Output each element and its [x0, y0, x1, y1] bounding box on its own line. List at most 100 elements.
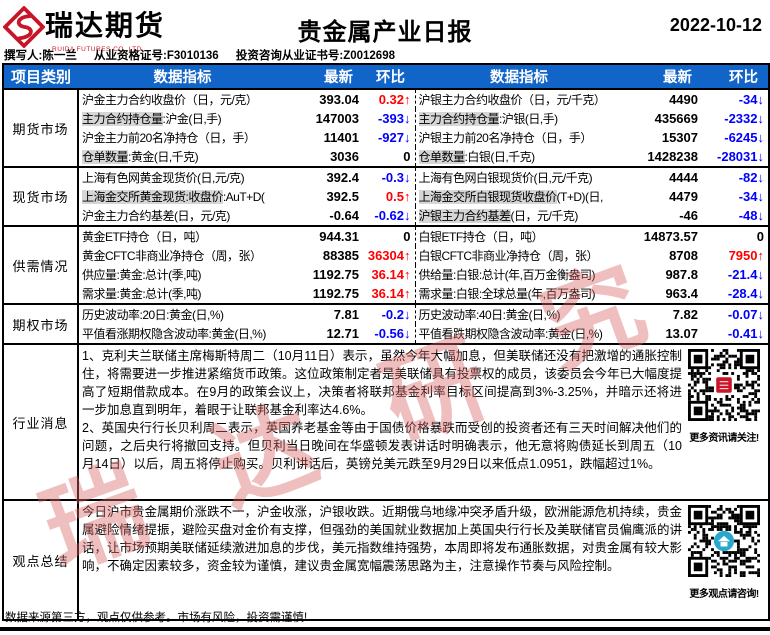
metric-latest-right: 14873.57	[643, 229, 698, 244]
metric-latest-right: 4479	[669, 189, 698, 204]
table-row: 现货市场 上海有色网黄金现货价(日,元/克) 392.4 -0.3↓ 上海有色网…	[3, 167, 769, 226]
metric-label-right: 仓单数量:白银(日,千克)	[414, 147, 623, 167]
table-row: 沪金主力前20名净持仓（日，手） 11401 -927↓ 沪银主力前20名净持仓…	[3, 128, 769, 147]
news-qr-box: 更多资讯请关注!	[682, 347, 766, 473]
metric-latest-left: 147003	[315, 111, 359, 126]
viewpoint-cell: 今日沪市贵金属期价涨跌不一，沪金收涨，沪银收跌。近期俄乌地缘冲突矛盾升级，欧洲能…	[78, 500, 769, 620]
metric-label-left: 沪金主力合约收盘价（日，元/克）	[82, 93, 258, 107]
col-indicator-right: 数据指标	[415, 64, 623, 90]
metric-label-right: 沪银主力合约收盘价（日，元/千克）	[414, 89, 623, 109]
metric-latest-right: 987.8	[665, 267, 698, 282]
metric-latest-left: -0.64	[329, 208, 359, 223]
col-indicator-left: 数据指标	[78, 64, 287, 90]
metric-change-right: -0.41↓	[727, 326, 764, 341]
section-供需情况: 供需情况 黄金ETF持仓（日，吨） 944.31 0 白银ETF持仓（日，吨） …	[3, 226, 769, 304]
col-latest-right: 最新	[623, 64, 702, 90]
metric-label-left: 历史波动率:20日:黄金(日,%)	[82, 308, 224, 322]
section-期权市场: 期权市场 历史波动率:20日:黄金(日,%) 7.81 -0.2↓ 历史波动率:…	[3, 304, 769, 344]
metric-change-right: -48↓	[738, 208, 764, 223]
qr-code	[682, 505, 766, 582]
news-paragraphs: 1、克利夫兰联储主席梅斯特周二（10月11日）表示，虽然今年大幅加息，但美联储还…	[82, 347, 682, 473]
page-title: 贵金属产业日报	[297, 19, 473, 46]
metric-label-left: 需求量:黄金:总计(季,吨)	[82, 287, 202, 301]
table-row: 期货市场 沪金主力合约收盘价（日，元/克） 393.04 0.32↑ 沪银主力合…	[3, 89, 769, 167]
table-row: 沪金主力合约基差(日，元/克) -0.64 -0.62↓ 沪银主力合约基差(日，…	[3, 206, 769, 226]
industry-news-cell: 1、克利夫兰联储主席梅斯特周二（10月11日）表示，虽然今年大幅加息，但美联储还…	[78, 344, 769, 500]
metric-change-left: 0	[403, 229, 411, 244]
metric-latest-right: 4444	[669, 170, 698, 185]
category-cell: 期权市场	[3, 304, 79, 344]
metric-change-left: -0.62↓	[374, 208, 411, 223]
metric-label-left: 黄金CFTC非商业净持仓（周，张）	[82, 249, 262, 263]
metric-latest-left: 1192.75	[312, 286, 359, 301]
category-cell: 期货市场	[3, 89, 79, 167]
metric-change-right: -82↓	[738, 170, 764, 185]
category-cell: 现货市场	[3, 167, 79, 226]
metric-change-right: -34↓	[738, 92, 764, 107]
viewpoint-row: 观点总结 今日沪市贵金属期价涨跌不一，沪金收涨，沪银收跌。近期俄乌地缘冲突矛盾升…	[3, 500, 769, 620]
metric-latest-right: 963.4	[665, 286, 698, 301]
category-cell: 供需情况	[3, 226, 79, 304]
metric-change-right: -28031↓	[717, 149, 764, 164]
brand-subtitle: RUIDA FUTURES CO.,LTD	[52, 46, 142, 53]
metric-change-left: 0.5↑	[385, 189, 411, 204]
byline-qualification: 从业资格证号:F3010136	[94, 50, 219, 62]
metric-change-left: 36.14↑	[371, 286, 411, 301]
metric-change-right: -2332↓	[724, 111, 764, 126]
category-cell: 观点总结	[3, 500, 79, 620]
metric-latest-right: 15307	[661, 130, 698, 145]
metric-change-right: -6245↓	[724, 130, 764, 145]
metric-label-right: 历史波动率:40日:黄金(日,%)	[414, 304, 623, 324]
col-change-left: 环比	[363, 64, 415, 90]
metric-latest-right: 4490	[669, 92, 698, 107]
metric-label-left: 主力合约持仓量:沪金(日,手)	[82, 112, 222, 126]
col-change-right: 环比	[702, 64, 769, 90]
metric-latest-left: 3036	[330, 149, 359, 164]
metric-label-left: 上海有色网黄金现货价(日,元/克)	[82, 171, 245, 185]
metric-change-left: 0	[403, 149, 411, 164]
metric-change-left: 36.14↑	[371, 267, 411, 282]
metric-latest-left: 88385	[322, 248, 359, 263]
industry-news-row: 行业消息 1、克利夫兰联储主席梅斯特周二（10月11日）表示，虽然今年大幅加息，…	[3, 344, 769, 500]
section-期货市场: 期货市场 沪金主力合约收盘价（日，元/克） 393.04 0.32↑ 沪银主力合…	[3, 89, 769, 167]
byline: 撰写人:陈一兰 从业资格证号:F3010136 投资咨询从业证书号:Z00126…	[4, 47, 409, 63]
table-header: 项目类别 数据指标 最新 环比 数据指标 最新 环比	[3, 64, 769, 90]
metric-latest-left: 944.31	[319, 229, 359, 244]
news-paragraph: 1、克利夫兰联储主席梅斯特周二（10月11日）表示，虽然今年大幅加息，但美联储还…	[82, 349, 683, 417]
metric-change-left: 0.32↑	[378, 92, 411, 107]
ruida-emblem-icon	[3, 6, 45, 48]
metric-latest-right: 8708	[669, 248, 698, 263]
metric-latest-left: 393.04	[319, 92, 359, 107]
metric-latest-left: 11401	[323, 130, 359, 145]
metric-label-right: 供给量:白银:总计(年,百万金衡盎司)	[414, 265, 623, 284]
byline-author: 撰写人:陈一兰	[4, 50, 77, 62]
metric-latest-left: 392.4	[326, 170, 359, 185]
metric-change-right: -28.4↓	[727, 286, 764, 301]
metric-change-left: -0.2↓	[381, 307, 411, 322]
metric-latest-left: 7.81	[333, 307, 359, 322]
metric-latest-right: -46	[679, 208, 698, 223]
metric-label-left: 仓单数量:黄金(日,千克)	[82, 150, 199, 164]
table-row: 期权市场 历史波动率:20日:黄金(日,%) 7.81 -0.2↓ 历史波动率:…	[3, 304, 769, 344]
metric-label-right: 白银CFTC非商业净持仓（周，张）	[414, 246, 623, 265]
text-sections: 行业消息 1、克利夫兰联储主席梅斯特周二（10月11日）表示，虽然今年大幅加息，…	[3, 344, 769, 620]
metric-label-right: 需求量:白银:全球总量(年,百万盎司)	[414, 284, 623, 304]
metric-latest-right: 13.07	[665, 326, 698, 341]
viewpoint-paragraph: 今日沪市贵金属期价涨跌不一，沪金收涨，沪银收跌。近期俄乌地缘冲突矛盾升级，欧洲能…	[82, 505, 683, 573]
report-date: 2022-10-12	[669, 15, 762, 35]
category-cell: 行业消息	[3, 344, 79, 500]
qr-code	[682, 349, 766, 426]
metric-label-right: 主力合约持仓量:沪银(日,手)	[414, 109, 623, 128]
metric-change-right: 7950↑	[728, 248, 764, 263]
metric-label-right: 平值看跌期权隐含波动率:黄金(日,%)	[414, 324, 623, 344]
table-row: 黄金CFTC非商业净持仓（周，张） 88385 36304↑ 白银CFTC非商业…	[3, 246, 769, 265]
metric-label-right: 上海金交所白银现货收盘价(T+D)(日,	[414, 187, 623, 206]
metric-label-left: 上海金交所黄金现货:收盘价:AuT+D(	[82, 190, 265, 204]
section-现货市场: 现货市场 上海有色网黄金现货价(日,元/克) 392.4 -0.3↓ 上海有色网…	[3, 167, 769, 226]
metric-label-left: 黄金ETF持仓（日，吨）	[82, 230, 207, 244]
metric-label-left: 供应量:黄金:总计(季,吨)	[82, 268, 202, 282]
metric-latest-left: 12.71	[326, 326, 359, 341]
metric-change-left: 36304↑	[367, 248, 411, 263]
footer-bottom-rule	[0, 627, 770, 631]
table-row: 需求量:黄金:总计(季,吨) 1192.75 36.14↑ 需求量:白银:全球总…	[3, 284, 769, 304]
